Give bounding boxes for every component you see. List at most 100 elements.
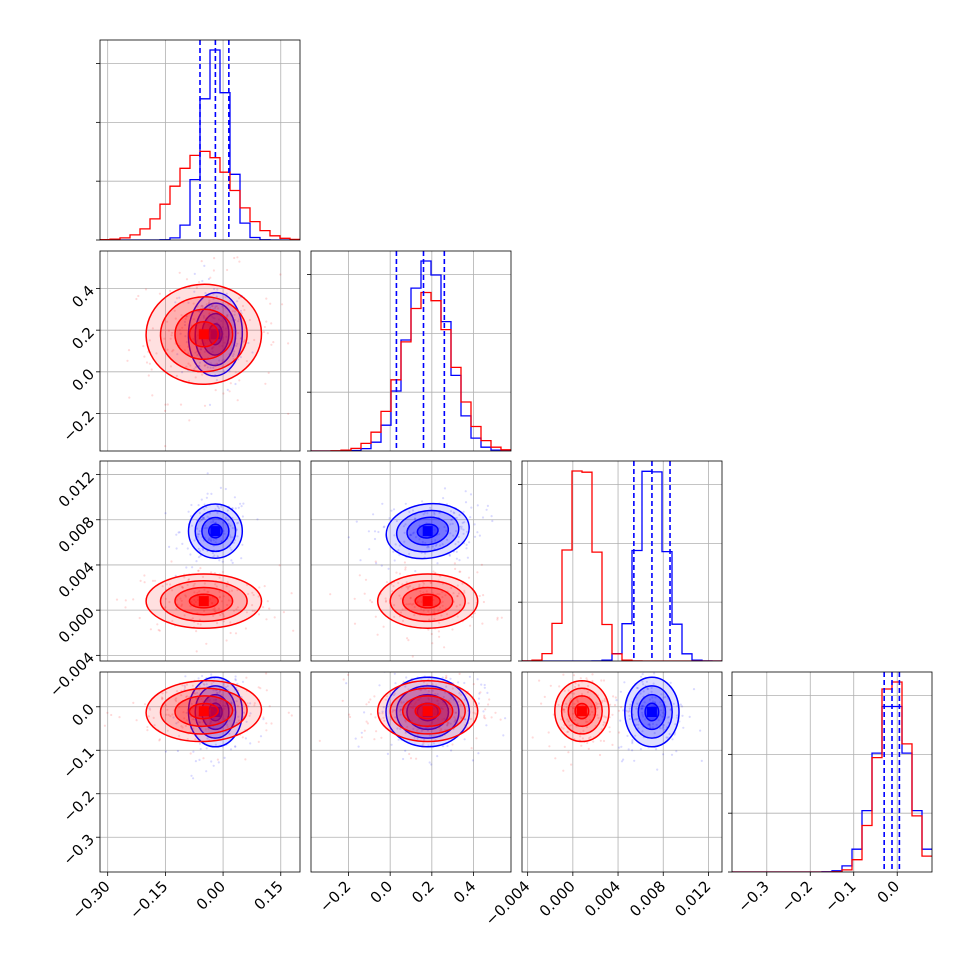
scatter-point <box>589 719 592 722</box>
scatter-point <box>636 717 639 721</box>
scatter-point <box>195 697 198 700</box>
scatter-point <box>439 575 442 578</box>
scatter-point <box>428 761 431 764</box>
panel-3-0 <box>99 664 301 873</box>
scatter-point <box>363 729 366 732</box>
scatter-point <box>642 690 645 693</box>
scatter-point <box>692 688 696 691</box>
scatter-point <box>420 729 423 732</box>
scatter-point <box>175 690 179 693</box>
scatter-point <box>485 724 488 727</box>
scatter-point <box>418 538 421 541</box>
scatter-point <box>458 513 461 517</box>
scatter-point <box>455 719 458 722</box>
scatter-point <box>512 718 514 720</box>
scatter-point <box>213 554 216 557</box>
scatter-point <box>239 309 243 312</box>
scatter-point <box>202 682 205 685</box>
scatter-point <box>198 511 201 515</box>
scatter-point <box>398 710 402 713</box>
scatter-point <box>227 522 230 526</box>
scatter-point <box>223 707 226 710</box>
scatter-point <box>234 632 238 635</box>
scatter-point <box>409 706 412 709</box>
scatter-point <box>563 708 566 711</box>
scatter-point <box>176 749 179 753</box>
scatter-point <box>200 260 203 263</box>
scatter-point <box>201 373 204 376</box>
scatter-point <box>434 692 437 696</box>
scatter-point <box>174 317 177 320</box>
scatter-point <box>224 517 227 520</box>
scatter-point <box>205 303 208 306</box>
scatter-point <box>617 667 619 669</box>
scatter-point <box>195 650 198 653</box>
scatter-point <box>169 583 172 586</box>
scatter-point <box>142 345 145 348</box>
scatter-point <box>212 709 215 712</box>
scatter-point <box>264 382 267 385</box>
scatter-point <box>262 606 265 609</box>
scatter-point <box>406 725 409 729</box>
scatter-point <box>198 310 201 313</box>
scatter-point <box>384 597 387 600</box>
scatter-point <box>634 723 638 727</box>
scatter-point <box>208 723 211 726</box>
scatter-point <box>237 521 240 524</box>
scatter-point <box>592 740 595 743</box>
scatter-point <box>161 697 164 700</box>
scatter-point <box>446 744 449 748</box>
scatter-point <box>648 698 652 701</box>
scatter-point <box>446 664 448 666</box>
scatter-point <box>341 699 344 702</box>
scatter-point <box>209 707 212 710</box>
scatter-point <box>381 502 384 505</box>
scatter-point <box>210 492 213 495</box>
scatter-point <box>279 273 282 276</box>
scatter-point <box>233 313 236 316</box>
scatter-point <box>478 594 481 598</box>
scatter-point <box>342 678 345 681</box>
scatter-point <box>149 628 152 631</box>
density-peak <box>210 329 221 340</box>
scatter-point <box>204 348 208 351</box>
scatter-point <box>159 664 161 666</box>
scatter-point <box>185 341 188 344</box>
scatter-point <box>566 730 569 733</box>
scatter-point <box>222 704 225 707</box>
scatter-point <box>414 536 418 539</box>
scatter-point <box>427 690 430 693</box>
scatter-point <box>473 612 476 615</box>
scatter-point <box>230 559 233 562</box>
scatter-point <box>642 715 645 718</box>
scatter-point <box>229 621 232 624</box>
scatter-point <box>398 572 402 575</box>
scatter-point <box>198 530 201 533</box>
scatter-point <box>454 719 457 722</box>
scatter-point <box>321 586 323 588</box>
scatter-point <box>380 564 383 567</box>
scatter-point <box>176 353 179 356</box>
scatter-point <box>574 685 577 689</box>
scatter-point <box>204 668 206 670</box>
scatter-point <box>214 698 218 701</box>
scatter-point <box>145 361 149 364</box>
scatter-point <box>195 305 198 308</box>
scatter-point <box>445 676 448 679</box>
scatter-point <box>210 540 213 543</box>
scatter-point <box>571 706 575 710</box>
scatter-point <box>184 594 187 597</box>
scatter-point <box>235 344 238 347</box>
scatter-point <box>447 699 450 702</box>
scatter-point <box>596 714 599 717</box>
scatter-point <box>221 570 224 574</box>
scatter-point <box>210 682 213 685</box>
scatter-point <box>635 686 639 690</box>
scatter-point <box>185 566 188 569</box>
scatter-point <box>164 606 167 609</box>
scatter-point <box>180 599 183 602</box>
scatter-point <box>413 517 416 520</box>
scatter-point <box>410 678 413 682</box>
scatter-point <box>203 264 206 267</box>
scatter-point <box>436 562 439 565</box>
